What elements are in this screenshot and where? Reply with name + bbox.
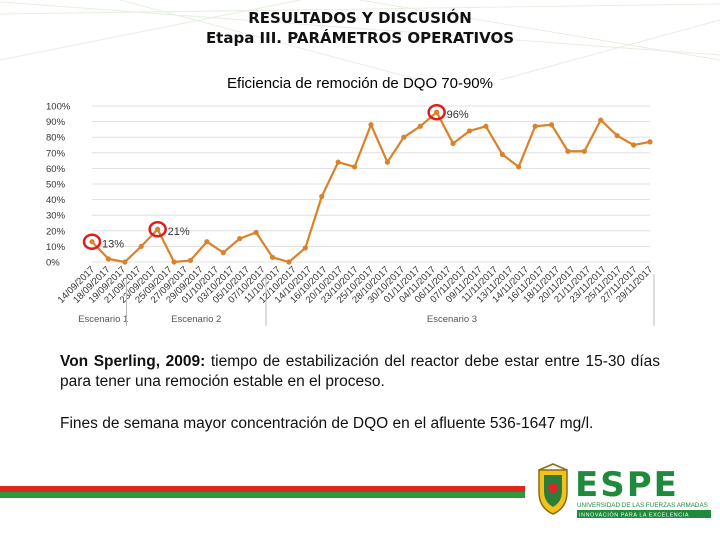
data-point xyxy=(384,159,391,165)
paragraph-sperling: Von Sperling, 2009: tiempo de estabiliza… xyxy=(60,352,660,392)
shield-icon xyxy=(538,463,568,515)
y-tick-label: 10% xyxy=(46,242,66,253)
series-line xyxy=(91,111,651,264)
y-tick-label: 50% xyxy=(46,180,66,191)
y-tick-label: 30% xyxy=(46,211,66,222)
data-point xyxy=(417,123,423,129)
paragraph-weekends: Fines de semana mayor concentración de D… xyxy=(60,415,594,432)
data-point xyxy=(122,259,128,265)
data-point xyxy=(499,151,505,157)
highlight-circle xyxy=(148,220,167,238)
y-tick-label: 0% xyxy=(46,258,60,269)
scenario-label: Escenario 3 xyxy=(427,314,477,325)
data-point xyxy=(138,243,144,249)
scenario-label: Escenario 1 xyxy=(78,314,128,325)
data-point xyxy=(368,122,374,128)
data-point xyxy=(253,229,259,235)
y-tick-label: 70% xyxy=(46,148,66,159)
data-point xyxy=(204,239,210,245)
data-point xyxy=(105,256,112,262)
logo-line2: INNOVACIÓN PARA LA EXCELENCIA xyxy=(579,512,689,519)
y-tick-label: 20% xyxy=(46,226,66,237)
y-tick-label: 60% xyxy=(46,164,66,175)
data-point xyxy=(187,257,194,264)
y-tick-label: 90% xyxy=(46,117,66,128)
logo-line1: UNIVERSIDAD DE LAS FUERZAS ARMADAS xyxy=(577,502,708,509)
data-point xyxy=(335,159,341,165)
data-point xyxy=(220,250,226,256)
citation-text: tiempo de estabilización del reactor deb… xyxy=(60,353,660,390)
data-point xyxy=(302,245,308,251)
citation-bold: Von Sperling, 2009: xyxy=(60,353,206,370)
y-tick-label: 100% xyxy=(46,102,71,113)
data-point xyxy=(269,254,276,260)
footer-stripe xyxy=(0,486,525,498)
scenario-label: Escenario 2 xyxy=(171,314,221,325)
y-tick-label: 40% xyxy=(46,195,66,206)
data-point xyxy=(89,239,95,245)
data-point xyxy=(532,123,538,129)
slide-title: RESULTADOS Y DISCUSIÓN xyxy=(248,9,472,27)
data-point xyxy=(581,148,587,154)
chart-title: Eficiencia de remoción de DQO 70-90% xyxy=(227,75,493,92)
chart-container: Eficiencia de remoción de DQO 70-90% 0% 1… xyxy=(40,68,655,326)
data-point xyxy=(401,134,407,140)
highlight-circle xyxy=(82,233,102,250)
data-label: 13% xyxy=(102,239,124,251)
data-point xyxy=(548,122,555,128)
line-chart: Eficiencia de remoción de DQO 70-90% 0% 1… xyxy=(46,75,655,326)
espe-logo: ESPE UNIVERSIDAD DE LAS FUERZAS ARMADAS … xyxy=(535,462,715,522)
data-point xyxy=(155,226,161,232)
data-point xyxy=(286,259,292,265)
header-decoration xyxy=(0,0,720,80)
slide-header: RESULTADOS Y DISCUSIÓN Etapa III. PARÁME… xyxy=(0,8,720,48)
y-tick-label: 80% xyxy=(46,133,66,144)
data-point xyxy=(450,140,456,147)
highlight-circle xyxy=(427,103,446,121)
data-point xyxy=(598,117,604,123)
logo-brand: ESPE xyxy=(575,465,679,505)
data-point xyxy=(647,139,653,145)
slide-subtitle: Etapa III. PARÁMETROS OPERATIVOS xyxy=(205,29,515,47)
data-point xyxy=(351,164,358,170)
data-point xyxy=(483,123,489,129)
data-point xyxy=(171,259,177,265)
data-point xyxy=(237,236,243,242)
data-point xyxy=(516,164,522,170)
data-label: 96% xyxy=(447,109,469,121)
data-point xyxy=(466,128,473,134)
data-point xyxy=(614,133,620,139)
data-point xyxy=(565,148,571,154)
data-point xyxy=(319,193,325,200)
data-label: 21% xyxy=(168,226,190,238)
data-point xyxy=(630,142,637,148)
data-point xyxy=(434,109,440,115)
